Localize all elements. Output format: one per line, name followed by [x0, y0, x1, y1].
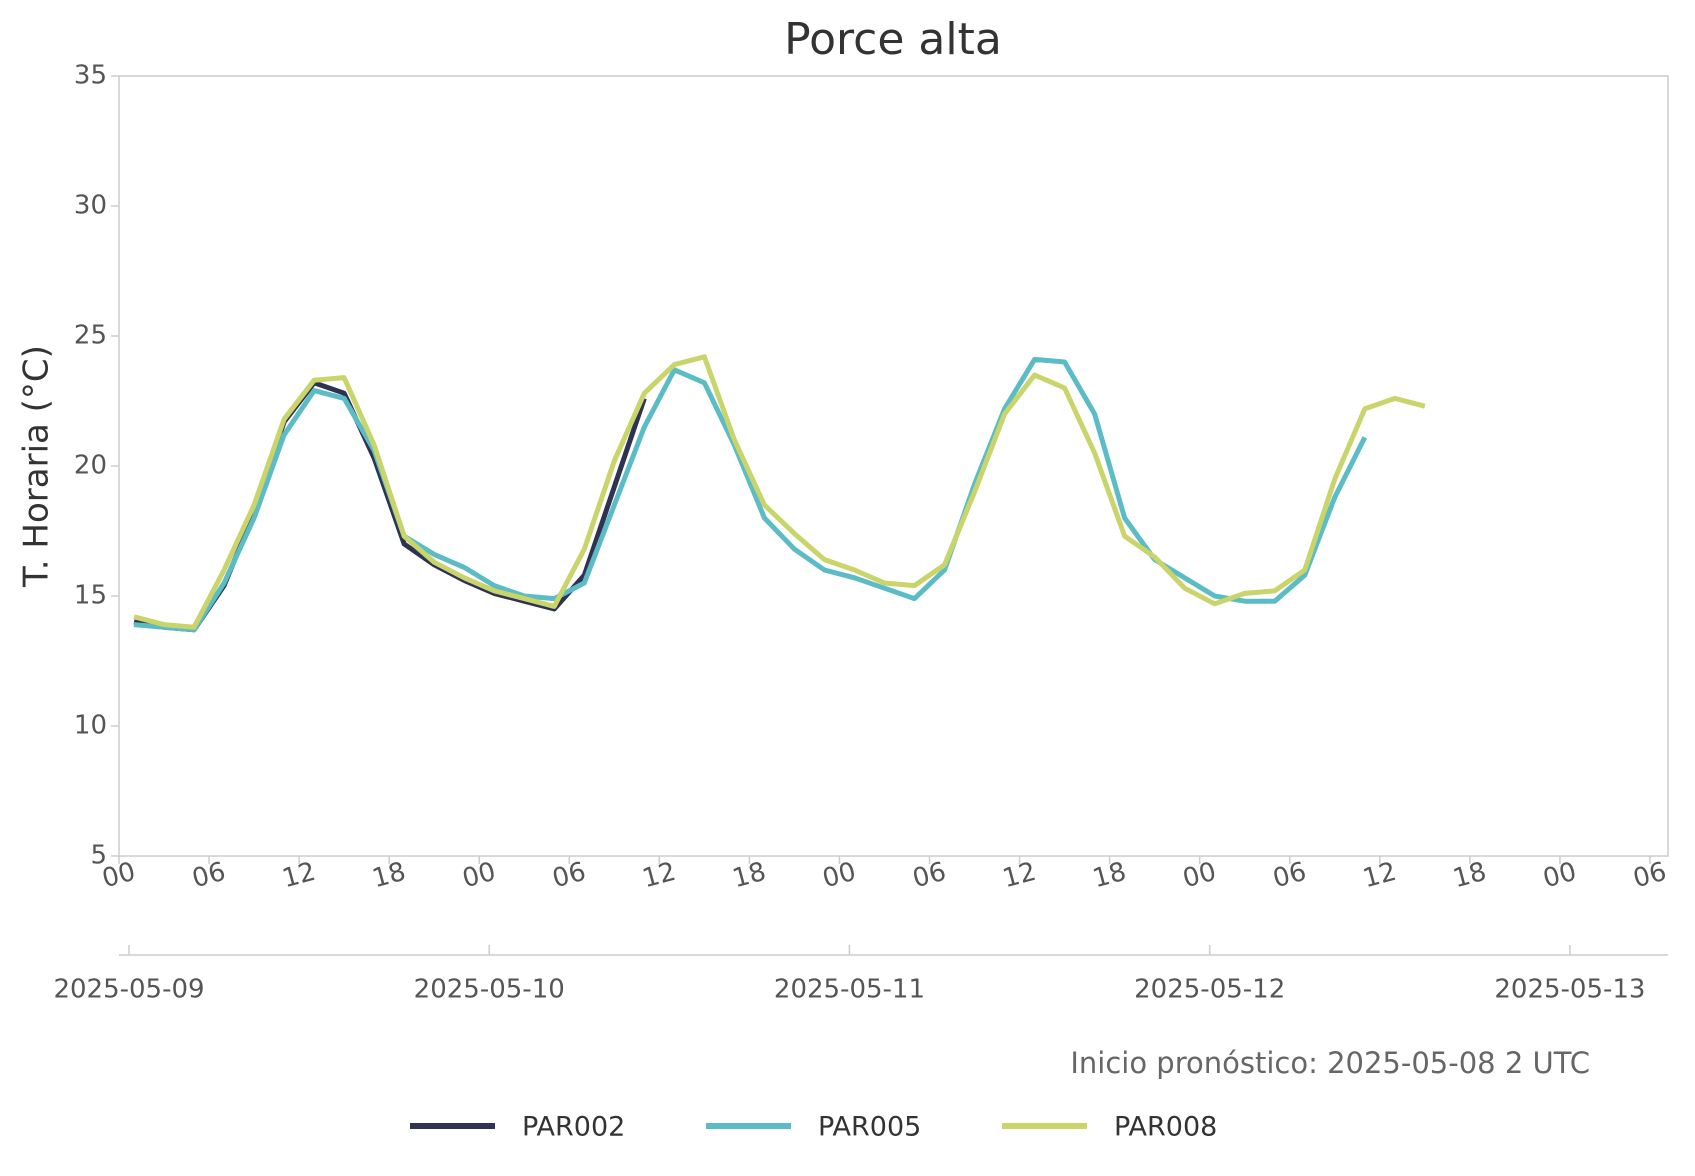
date-tick-label: 2025-05-13 — [1494, 975, 1645, 1005]
series-line — [133, 354, 1426, 630]
x-tick-label: 18 — [729, 857, 769, 895]
x-tick-label: 00 — [819, 857, 859, 895]
series-line — [133, 356, 1368, 633]
plot-frame — [118, 75, 1669, 857]
y-tick-label: 10 — [74, 711, 107, 741]
x-tick-label: 12 — [1000, 857, 1040, 895]
x-tick-label: 06 — [549, 857, 589, 895]
y-tick-label: 15 — [74, 581, 107, 611]
x-tick-label: 12 — [1360, 857, 1400, 895]
date-tick-label: 2025-05-12 — [1134, 975, 1285, 1005]
date-tick-label: 2025-05-10 — [414, 975, 565, 1005]
y-tick-label: 25 — [74, 321, 107, 351]
legend-label: PAR005 — [818, 1112, 921, 1143]
x-tick-label: 12 — [279, 857, 319, 895]
x-tick-label: 06 — [910, 857, 950, 895]
x-tick-label: 18 — [1450, 857, 1490, 895]
x-tick-label: 06 — [1630, 857, 1670, 895]
x-tick-label: 06 — [189, 857, 229, 895]
y-tick-label: 20 — [74, 451, 107, 481]
y-tick-label: 5 — [90, 841, 107, 871]
x-tick-label: 06 — [1270, 857, 1310, 895]
x-tick-label: 00 — [459, 857, 499, 895]
annotation: Inicio pronóstico: 2025-05-08 2 UTC — [1070, 1046, 1590, 1080]
chart-title: Porce alta — [784, 14, 1002, 65]
y-tick-label: 30 — [74, 191, 107, 221]
x-tick-label: 18 — [369, 857, 409, 895]
legend-label: PAR002 — [522, 1112, 625, 1143]
legend-label: PAR008 — [1114, 1112, 1217, 1143]
x-tick-label: 12 — [639, 857, 679, 895]
y-axis-label: T. Horaria (°C) — [17, 345, 57, 588]
x-tick-label: 18 — [1090, 857, 1130, 895]
x-tick-label: 00 — [1540, 857, 1580, 895]
y-tick-label: 35 — [74, 61, 107, 91]
x-tick-label: 00 — [1180, 857, 1220, 895]
date-tick-label: 2025-05-09 — [53, 975, 204, 1005]
date-tick-label: 2025-05-11 — [774, 975, 925, 1005]
